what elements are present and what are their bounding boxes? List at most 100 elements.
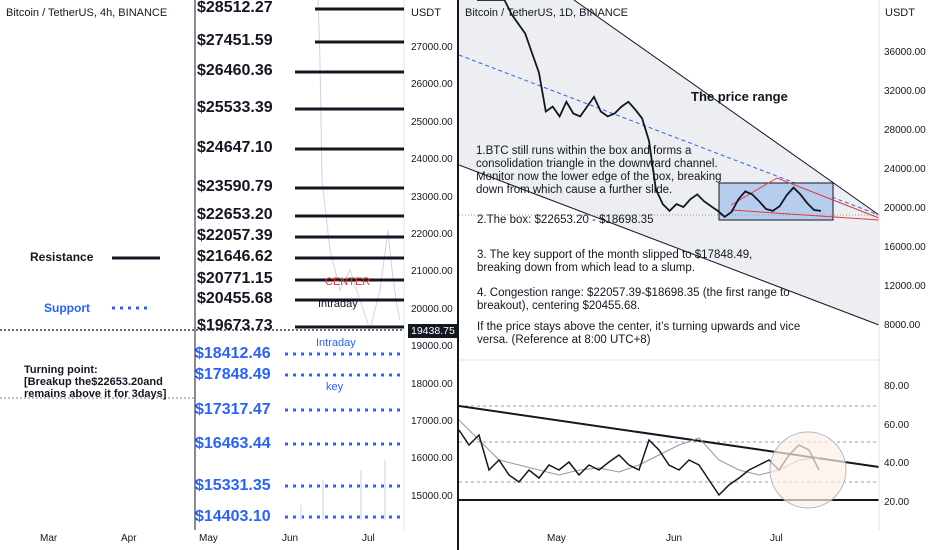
support-level-label: $14403.10 [195,508,271,525]
note-1-line: 1.BTC still runs within the box and form… [476,145,692,157]
note-2-line: 2.The box: $22653.20 - $18698.35 [477,214,654,226]
support-level-label: $17317.47 [195,401,271,418]
note-1-line: consolidation triangle in the downward c… [476,158,718,170]
osc-tick-label: 20.00 [884,496,910,508]
support-level-label: $16463.44 [195,435,271,452]
y-tick-label: 26000.00 [411,79,453,91]
resistance-level-label: $20771.15 [197,270,273,287]
x-tick-label: Jul [770,533,783,544]
support-level-label: $17848.49 [195,366,271,383]
x-tick-label: Jun [666,533,683,544]
right-chart-header: Bitcoin / TetherUS, 1D, BINANCE [465,7,629,19]
y-tick-label: 16000.00 [884,242,926,253]
note-1-line: down from which cause a further slide. [476,184,673,196]
y-tick-label: 28000.00 [884,125,926,136]
note-2: 2.The box: $22653.20 - $18698.35 [477,214,653,227]
y-tick-label: 8000.00 [884,320,921,331]
intraday-annotation-1: Intraday [318,298,358,310]
legend-resistance-label: Resistance [30,250,94,264]
resistance-level-label: $20455.68 [197,290,273,307]
x-tick-label: Jul [362,533,375,544]
note-4: 4. Congestion range: $22057.39-$18698.35… [477,287,790,313]
y-tick-label: 16000.00 [411,453,453,465]
right-unit-label: USDT [885,7,915,19]
note-3: 3. The key support of the month slipped … [477,249,752,275]
channel-upper-edge [573,0,880,216]
resistance-level-label: $23590.79 [197,178,273,195]
triangle-upper [730,177,880,219]
turning-point-note: Turning point: [Breakup the$22653.20and … [24,364,166,400]
center-annotation: CENTER [325,276,371,288]
volume-bar [384,460,386,520]
x-tick-label: May [547,533,566,544]
note-1-line: Monitor now the lower edge of the box, b… [476,171,722,183]
x-tick-label: Apr [121,533,137,544]
volume-bar [300,505,302,520]
y-tick-label: 15000.00 [411,490,453,502]
y-tick-label: 19000.00 [411,341,453,353]
right-panel: Bitcoin / TetherUS, 1D, BINANCE USDT The… [459,0,932,550]
turning-point-line2: [Breakup the$22653.20and [24,376,163,388]
left-chart-canvas [0,0,405,530]
downward-channel [459,0,879,325]
y-tick-label: 20000.00 [884,203,926,214]
resistance-level-label: $26460.36 [197,62,273,79]
resistance-level-label: $24647.10 [197,139,273,156]
osc-highlight-circle [769,431,847,509]
osc-tick-label: 80.00 [884,381,910,392]
y-tick-label: 17000.00 [411,416,453,427]
right-chart-canvas [459,0,880,530]
volume-bars [300,460,386,520]
x-tick-label: Mar [40,533,58,544]
volume-bar [360,470,362,520]
x-tick-label: Jun [282,533,299,544]
volume-bar [322,480,324,520]
support-lines [285,352,404,519]
resistance-level-label: $28512.27 [197,0,273,16]
y-tick-label: 36000.00 [884,47,926,58]
resistance-level-label: $25533.39 [197,99,273,116]
y-tick-label: 18000.00 [411,378,453,390]
y-tick-label: 32000.00 [884,86,926,97]
price-line [477,0,822,218]
note-5: If the price stays above the center, it’… [477,321,800,347]
y-tick-label: 12000.00 [884,281,926,292]
resistance-lines [295,7,404,329]
osc-main-line [459,429,820,497]
left-panel: Bitcoin / TetherUS, 4h, BINANCE USDT Res… [0,0,458,550]
y-tick-label: 20000.00 [411,303,453,315]
left-chart-header: Bitcoin / TetherUS, 4h, BINANCE [6,7,168,19]
triangle-lower [730,209,880,221]
y-tick-label: 24000.00 [411,154,453,166]
y-tick-label: 24000.00 [884,164,926,175]
resistance-level-label: $21646.62 [197,248,273,265]
y-tick-label: 27000.00 [411,42,453,53]
y-tick-label: 22000.00 [411,229,453,240]
note-5-line: versa. (Reference at 8:00 UTC+8) [477,334,651,346]
turning-point-line1: Turning point: [24,364,98,376]
note-5-line: If the price stays above the center, it’… [477,321,801,333]
support-level-label: $18412.46 [195,345,271,362]
note-3-line: 3. The key support of the month slipped … [477,249,753,261]
panel-divider [457,0,459,550]
osc-signal-line [459,419,820,476]
resistance-level-label: $22653.20 [197,206,273,223]
y-tick-label: 23000.00 [411,191,453,203]
note-1: 1.BTC still runs within the box and form… [476,145,736,197]
osc-tick-label: 60.00 [884,419,910,431]
resistance-level-label: $22057.39 [197,227,273,244]
note-3-line: breaking down from which lead to a slump… [477,262,695,274]
resistance-level-label: $27451.59 [197,32,273,49]
note-4-line: 4. Congestion range: $22057.39-$18698.35… [477,287,790,299]
intraday-annotation-2: Intraday [316,337,356,349]
x-tick-label: May [199,533,218,544]
price-range-title: The price range [691,89,788,104]
y-tick-label: 25000.00 [411,116,453,128]
note-4-line: breakout), centering $20455.68. [477,300,641,312]
channel-lower-edge [459,164,880,326]
legend-support-label: Support [44,301,90,315]
current-price-tag: 19438.75 [408,324,458,338]
left-unit-label: USDT [411,7,441,19]
support-level-label: $15331.35 [195,477,271,494]
y-tick-label: 21000.00 [411,266,453,278]
